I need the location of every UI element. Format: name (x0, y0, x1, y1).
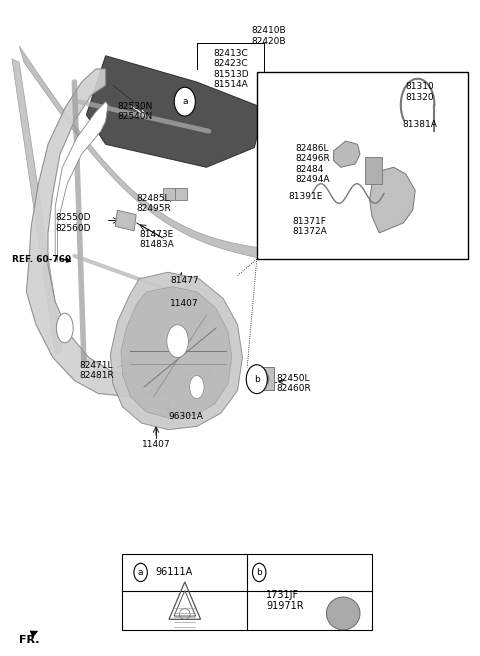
Polygon shape (121, 287, 232, 419)
Polygon shape (86, 56, 264, 167)
Text: 82486L
82496R
82484
82494A: 82486L 82496R 82484 82494A (295, 144, 330, 184)
Bar (175, 188, 187, 200)
Ellipse shape (326, 597, 360, 630)
Bar (122, 554, 372, 630)
Ellipse shape (190, 375, 204, 399)
Bar (257, 72, 468, 259)
Ellipse shape (257, 373, 269, 386)
Ellipse shape (57, 314, 73, 342)
Bar (115, 210, 136, 231)
Text: 81310
81320: 81310 81320 (406, 82, 434, 102)
Text: b: b (254, 375, 260, 384)
Text: 82485L
82495R: 82485L 82495R (137, 194, 171, 213)
Text: a: a (182, 97, 188, 106)
Text: 11407: 11407 (142, 440, 170, 449)
Bar (163, 188, 177, 200)
Text: 1731JF
91971R: 1731JF 91971R (266, 590, 304, 611)
Polygon shape (110, 272, 242, 430)
Text: FR.: FR. (19, 634, 40, 645)
Polygon shape (19, 46, 269, 259)
Text: 96111A: 96111A (155, 567, 192, 577)
Text: 81371F
81372A: 81371F 81372A (293, 216, 327, 236)
Text: 82410B
82420B: 82410B 82420B (252, 26, 286, 46)
Text: 81381A: 81381A (403, 120, 437, 129)
Circle shape (134, 564, 147, 582)
Text: b: b (256, 568, 262, 577)
Circle shape (174, 87, 195, 116)
Text: 81473E
81483A: 81473E 81483A (139, 230, 174, 249)
Text: 96301A: 96301A (168, 412, 203, 421)
Circle shape (252, 564, 266, 582)
Polygon shape (55, 102, 108, 262)
Text: 11407: 11407 (170, 298, 199, 308)
Text: REF. 60-760: REF. 60-760 (12, 255, 71, 264)
Circle shape (246, 365, 267, 394)
Polygon shape (334, 141, 360, 167)
Text: 82550D
82560D: 82550D 82560D (55, 213, 91, 233)
Text: 82471L
82481R: 82471L 82481R (79, 361, 114, 380)
Bar (252, 367, 274, 390)
Polygon shape (12, 59, 62, 354)
Text: 81477: 81477 (170, 276, 199, 285)
Polygon shape (370, 167, 415, 233)
Ellipse shape (167, 325, 188, 358)
Text: 81391E: 81391E (288, 192, 323, 201)
Polygon shape (26, 69, 209, 397)
Text: a: a (138, 568, 144, 577)
Text: 82530N
82540N: 82530N 82540N (118, 102, 153, 121)
Text: 82413C
82423C
81513D
81514A: 82413C 82423C 81513D 81514A (214, 49, 249, 89)
Text: 82450L
82460R: 82450L 82460R (276, 374, 311, 394)
Bar (365, 157, 382, 184)
